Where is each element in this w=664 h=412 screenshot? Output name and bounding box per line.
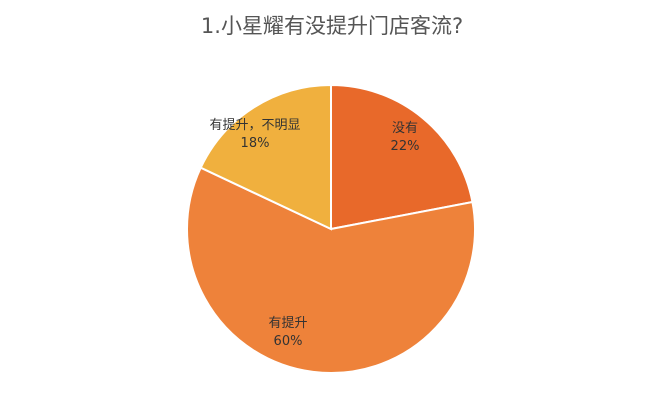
slice-category-label: 有提升 [268, 315, 307, 331]
pie-slice-3 [199, 83, 332, 231]
pie-slices [186, 83, 476, 374]
slice-category-label: 有提升，不明显 [209, 117, 300, 133]
chart-title: 1.小星耀有没提升门店客流? [200, 14, 464, 38]
pie-slice-2 [186, 166, 476, 374]
slice-value-label: 22% [391, 139, 420, 154]
pie-labels: 没有 22% 有提升 60% 有提升，不明显 18% [209, 117, 419, 349]
slice-value-label: 18% [241, 136, 270, 151]
slice-value-label: 60% [274, 334, 303, 349]
slice-category-label: 没有 [392, 121, 418, 136]
pie-slice-1 [330, 83, 474, 231]
